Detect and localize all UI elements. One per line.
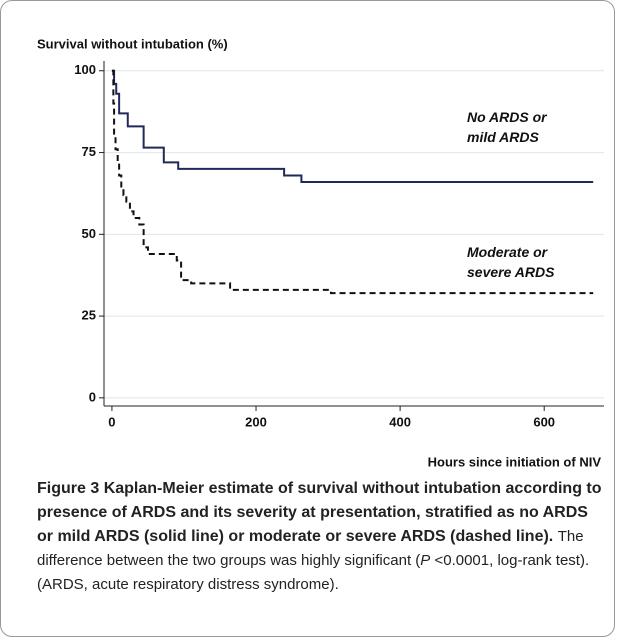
survival-line	[111, 69, 594, 295]
x-tick-label: 0	[108, 414, 115, 429]
caption: Figure 3 Kaplan-Meier estimate of surviv…	[37, 477, 607, 597]
x-tick-label: 200	[245, 414, 267, 429]
series-label: No ARDS or mild ARDS	[467, 109, 547, 145]
caption-text: The difference between the two groups wa…	[37, 528, 584, 569]
y-tick-label: 25	[82, 308, 96, 323]
y-tick-label: 50	[82, 226, 96, 241]
y-tick-label: 75	[82, 144, 96, 159]
survival-line	[111, 69, 594, 183]
x-axis-title: Hours since initiation of NIV	[428, 454, 602, 469]
y-tick-label: 0	[89, 389, 96, 404]
caption-text: <0.0001, log-rank test). (ARDS, acute re…	[37, 552, 590, 593]
caption-title: Kaplan-Meier estimate of survival withou…	[37, 480, 602, 545]
x-tick-label: 400	[389, 414, 411, 429]
y-axis-title: Survival without intubation (%)	[37, 36, 228, 51]
y-tick-label: 100	[74, 62, 96, 77]
chart: Survival without intubation (%) Hours si…	[37, 36, 604, 469]
caption-text: P	[420, 552, 431, 569]
caption-label: Figure 3	[37, 480, 100, 497]
x-tick-label: 600	[533, 414, 555, 429]
series-label: Moderate or severe ARDS	[467, 244, 555, 280]
